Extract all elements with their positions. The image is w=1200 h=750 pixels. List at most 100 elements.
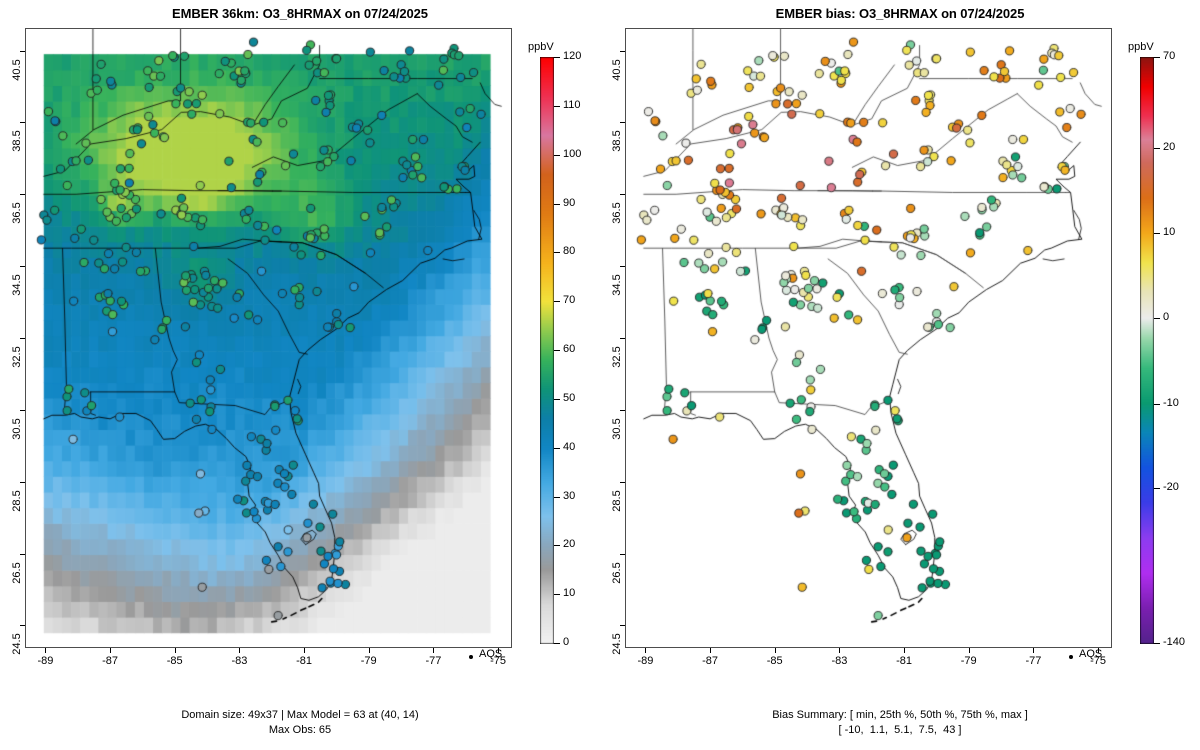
colorbar-tick-label: 0 (563, 636, 570, 648)
colorbar-tick (554, 301, 560, 303)
colorbar-tick (554, 57, 560, 58)
x-axis-label: -85 (766, 655, 783, 667)
aqs-legend-dot-bias (1069, 655, 1073, 659)
colorbar-tick-label: 80 (563, 245, 576, 258)
x-axis-label: -79 (360, 655, 377, 667)
y-axis-tick (20, 625, 25, 627)
colorbar-tick-label: -140 (1163, 636, 1186, 648)
colorbar-tick-label: 20 (1163, 140, 1176, 153)
x-axis-label: -85 (166, 655, 183, 667)
x-axis-label: -81 (296, 655, 313, 667)
colorbar-tick (554, 154, 560, 156)
colorbar-tick-label: -10 (1163, 396, 1179, 409)
y-axis-tick (620, 553, 625, 555)
colorbar-tick (1154, 147, 1160, 149)
bias-map-area[interactable] (625, 28, 1112, 648)
colorbar-tick (1154, 317, 1160, 319)
y-axis-label: 34.5 (611, 274, 623, 296)
bias-map-overlay (626, 29, 1111, 647)
y-axis-tick (620, 338, 625, 339)
y-axis-tick (20, 338, 25, 339)
y-axis-label: 32.5 (611, 346, 623, 368)
y-axis-tick (620, 481, 625, 483)
x-axis-label: -81 (896, 655, 913, 667)
model-map-overlay (26, 29, 511, 647)
x-axis-tick (1098, 648, 1100, 653)
x-axis-tick (110, 648, 112, 653)
y-axis-tick (620, 266, 625, 268)
bias-panel: EMBER bias: O3_8HRMAX on 07/24/2025 -89 -… (600, 0, 1200, 750)
x-axis-tick (710, 648, 712, 653)
x-axis-label: -75 (490, 655, 507, 667)
x-axis-tick (174, 648, 176, 653)
x-axis-label: -87 (702, 655, 719, 667)
y-axis-tick (20, 266, 25, 268)
colorbar-tick-label: 20 (563, 538, 576, 551)
colorbar-tick-label: 10 (563, 587, 576, 600)
colorbar-tick-label: 110 (563, 98, 581, 111)
model-colorbar-unit: ppbV (528, 41, 554, 53)
x-axis-label: -75 (1090, 655, 1107, 667)
x-axis-tick (304, 648, 306, 653)
x-axis-label: -77 (1025, 655, 1042, 667)
colorbar-tick-label: 50 (563, 391, 576, 404)
x-axis-label: -77 (425, 655, 442, 667)
aqs-legend-label-bias: AQS (1079, 648, 1103, 660)
model-map-area[interactable] (25, 28, 512, 648)
y-axis-label: 40.5 (611, 58, 623, 81)
colorbar-tick (554, 350, 560, 351)
y-axis-label: 28.5 (611, 489, 623, 512)
colorbar-tick-label: 70 (563, 294, 576, 307)
y-axis-label: 26.5 (611, 561, 623, 584)
colorbar-tick (554, 398, 560, 400)
x-axis-label: -89 (37, 655, 54, 667)
x-axis-tick (774, 648, 776, 653)
bias-panel-title: EMBER bias: O3_8HRMAX on 07/24/2025 (775, 6, 1025, 21)
model-caption-line1: Domain size: 49x37 | Max Model = 63 at (… (181, 709, 419, 721)
x-axis-label: -79 (960, 655, 977, 667)
x-axis-tick (839, 648, 841, 653)
y-axis-label: 26.5 (11, 561, 23, 584)
y-axis-label: 24.5 (11, 633, 23, 656)
colorbar-tick-label: 0 (1163, 310, 1170, 323)
model-panel: EMBER 36km: O3_8HRMAX on 07/24/2025 -89 -… (11, 6, 582, 736)
colorbar-tick (554, 203, 560, 205)
colorbar-tick (1154, 403, 1160, 405)
colorbar-tick (554, 447, 560, 449)
y-axis-label: 34.5 (11, 274, 23, 296)
x-axis-tick (904, 648, 906, 653)
colorbar-tick (554, 105, 560, 107)
aqs-legend-label-model: AQS (479, 648, 503, 660)
y-axis-tick (20, 481, 25, 483)
colorbar-tick (554, 496, 560, 498)
colorbar-tick-label: 30 (563, 489, 576, 502)
colorbar-tick-label: 120 (563, 50, 582, 62)
colorbar-tick (554, 545, 560, 547)
y-axis-label: 38.5 (611, 130, 623, 153)
y-axis-label: 32.5 (11, 346, 23, 368)
colorbar-tick-label: 40 (563, 440, 576, 453)
bias-caption-line1: Bias Summary: [ min, 25th %, 50th %, 75t… (772, 709, 1028, 721)
colorbar-tick (1154, 487, 1160, 489)
y-axis-tick (620, 122, 625, 124)
x-axis-label: -87 (102, 655, 119, 667)
colorbar-tick-label: 60 (563, 343, 576, 355)
x-axis-label: -89 (637, 655, 654, 667)
model-panel-title: EMBER 36km: O3_8HRMAX on 07/24/2025 (172, 6, 428, 21)
aqs-legend-dot-model (469, 655, 473, 659)
x-axis-tick (368, 648, 370, 653)
y-axis-tick (20, 409, 25, 411)
x-axis-tick (498, 648, 500, 653)
x-axis-tick (239, 648, 241, 653)
colorbar-tick (554, 643, 560, 644)
y-axis-label: 30.5 (611, 418, 623, 440)
x-axis-tick (45, 648, 47, 653)
y-axis-label: 40.5 (11, 58, 23, 81)
x-axis-tick (968, 648, 970, 653)
colorbar-tick (554, 594, 560, 596)
y-axis-label: 24.5 (611, 633, 623, 656)
colorbar-tick-label: 10 (1163, 225, 1176, 238)
x-axis-tick (645, 648, 647, 653)
colorbar-tick-label: 70 (1163, 50, 1176, 62)
colorbar-tick (1154, 643, 1160, 644)
